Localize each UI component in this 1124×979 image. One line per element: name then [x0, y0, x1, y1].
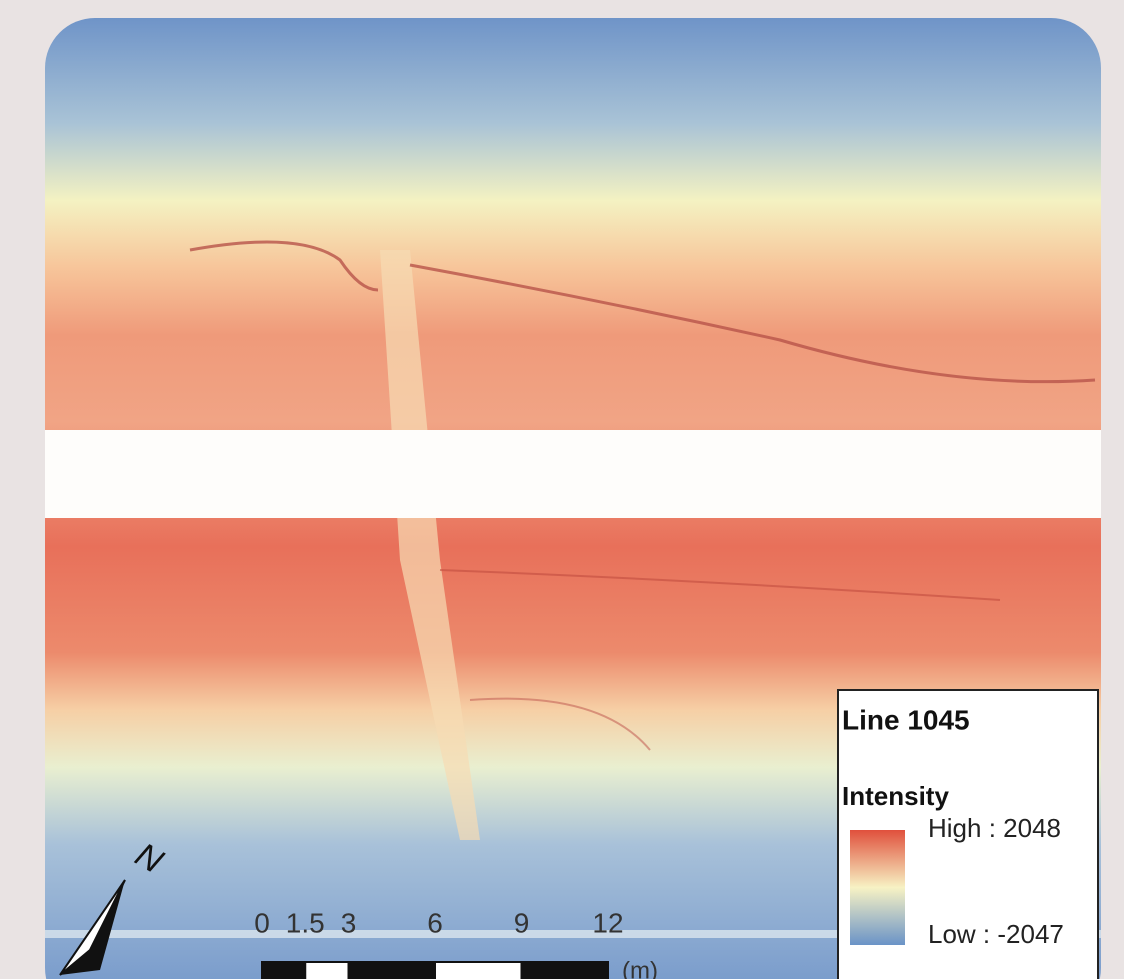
- legend-subtitle: Intensity: [842, 781, 949, 811]
- scale-label: 0: [254, 907, 270, 938]
- scale-label: 9: [514, 907, 530, 938]
- intensity-image: [45, 18, 1101, 979]
- legend-high: High : 2048: [928, 813, 1061, 843]
- scale-label: 1.5: [286, 907, 325, 938]
- scale-segment: [434, 961, 523, 979]
- north-arrow: N: [59, 836, 170, 976]
- legend: Line 1045 Intensity High : 2048 Low : -2…: [837, 689, 1099, 979]
- scale-segment: [520, 961, 609, 979]
- scale-label: 12: [592, 907, 623, 938]
- scale-segment: [347, 961, 436, 979]
- scale-bar: 0 1.5 3 6 9 12 (m): [254, 907, 658, 979]
- scale-label: 3: [341, 907, 357, 938]
- scale-unit: (m): [622, 957, 658, 979]
- legend-low: Low : -2047: [928, 919, 1064, 949]
- scale-segment: [304, 961, 350, 979]
- scale-segment: [261, 961, 307, 979]
- legend-title: Line 1045: [842, 704, 970, 735]
- scale-label: 6: [427, 907, 443, 938]
- color-ramp: [850, 830, 905, 945]
